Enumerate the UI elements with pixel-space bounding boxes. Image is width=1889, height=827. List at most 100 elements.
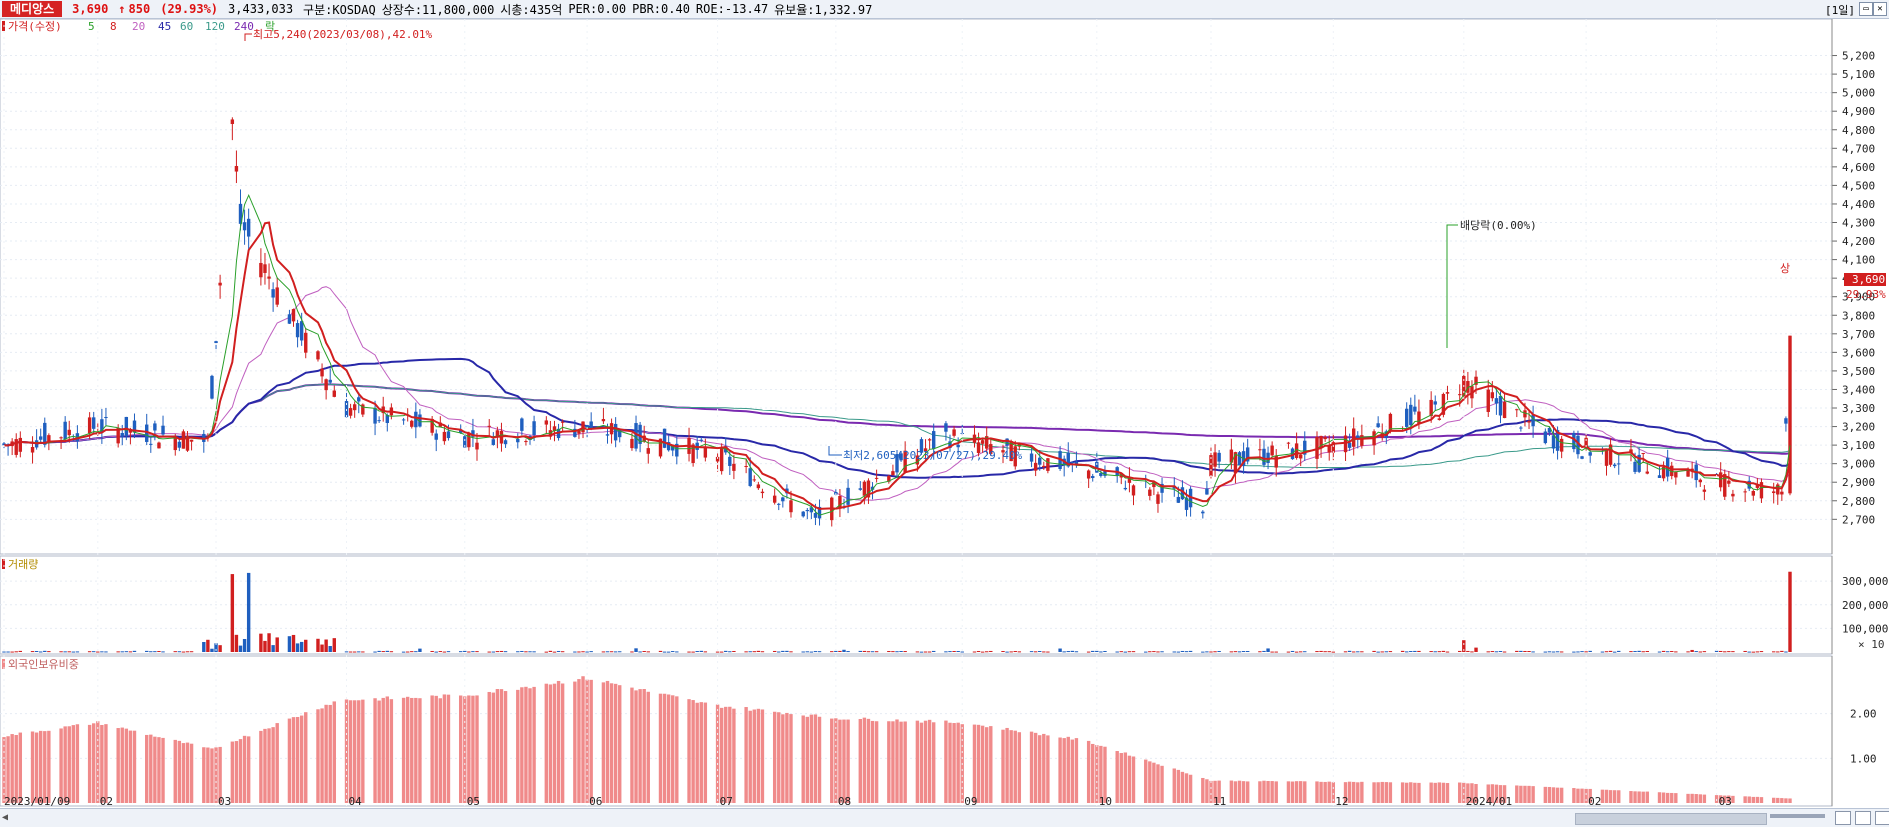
volume-bar [642,650,646,652]
volume-bar [410,651,414,653]
candle-body [552,426,557,432]
volume-bar [927,651,932,653]
candle-body [145,424,149,442]
candle-body [1788,335,1792,494]
candle-body [14,439,18,455]
volume-bar [1233,651,1238,653]
volume-bar [809,651,814,653]
price-legend: 가격(수정) 5 8 20 45 60 120 240 락 [2,20,275,33]
foreign-bar [671,695,675,803]
candle-body [271,289,275,298]
foreign-bar [71,725,76,803]
foreign-bar [1718,795,1723,803]
volume-bar [972,651,977,653]
volume-bar [585,651,589,653]
foreign-tick-label: 2.00 [1850,708,1877,721]
foreign-bar [1042,733,1046,803]
ma20-line [3,286,1791,501]
zoom-in-icon[interactable] [1835,811,1851,825]
volume-bar [1327,651,1331,653]
candle-body [858,488,863,490]
foreign-bar [1270,781,1274,803]
foreign-bar [1274,781,1278,803]
price-tick-label: 5,100 [1842,68,1875,81]
candle-body [348,408,353,416]
candle-body [2,443,6,446]
foreign-bar [887,721,891,803]
legend-ma120: 120 [205,20,225,33]
scroll-bar[interactable]: ◀ [0,808,1889,827]
foreign-bar [785,712,789,803]
restore-icon[interactable]: ▭ [1859,2,1873,16]
candle-body [1604,449,1609,466]
volume-bar [10,651,14,653]
foreign-bar [120,727,124,803]
ma-path [3,383,1791,469]
candle-body [1670,465,1674,477]
candle-body [320,368,324,377]
volume-bar [467,651,471,653]
close-icon[interactable]: ✕ [1873,2,1887,16]
foreign-bar [1490,784,1495,803]
stock-name[interactable]: 메디앙스 [2,1,63,17]
candle-body [491,439,496,445]
candle-body [63,421,67,440]
candle-body [671,445,675,451]
stock-chart[interactable]: 2,700 2,800 2,900 3,000 3,100 3,200 3,300 3,400… [0,19,1889,808]
foreign-bar [1347,781,1352,803]
candle-body [715,456,720,462]
foreign-bar [1690,793,1694,803]
scroll-left-icon[interactable]: ◀ [2,812,9,823]
foreign-bar [1233,781,1238,803]
volume-bar [1131,651,1136,653]
volume-bar [695,651,699,653]
foreign-bar [132,730,137,803]
zoom-out-icon[interactable] [1855,811,1871,825]
volume-bar [1731,651,1735,653]
volume-bar [491,651,496,653]
foreign-bar [658,693,663,803]
zoom-slider[interactable] [1770,814,1825,818]
price-tick-label: 4,200 [1842,235,1875,248]
volume-bar [161,651,165,653]
volume-bar [230,574,235,652]
candle-body [1266,452,1270,463]
foreign-bar [805,716,809,803]
candle-body [352,404,357,411]
volume-bar [1343,651,1348,653]
foreign-bar [1180,771,1185,803]
volume-bar [43,650,47,652]
volume-bar [1429,651,1433,653]
price-tick-label: 5,200 [1842,50,1875,63]
volume-bar [71,651,76,653]
zoom-reset-icon[interactable] [1875,811,1889,825]
date-tick-label: 08 [838,795,851,808]
volume-bar [1665,651,1670,653]
volume-bar [63,651,67,653]
price-tick-label: 3,000 [1842,458,1875,471]
volume-bar [299,641,304,652]
candle-body [1780,491,1784,495]
volume-bar [324,639,328,652]
change-arrow-icon: ↑ [118,2,126,16]
foreign-bar [1470,783,1474,803]
scroll-thumb[interactable] [1575,813,1767,825]
foreign-bar [1694,794,1698,803]
volume-bar [687,651,691,653]
volume-bar [520,650,524,652]
volume-bar [1209,651,1213,653]
period-button[interactable]: [1일] [1825,4,1855,17]
foreign-bar [1661,792,1666,803]
volume-bar [295,643,300,652]
candle-body [915,455,920,465]
foreign-bar [1070,739,1075,803]
foreign-bar [1356,782,1360,803]
candle-body [361,404,365,415]
candle-body [1723,474,1727,497]
foreign-bar [1372,782,1376,803]
foreign-bar [1486,784,1490,803]
volume-bar [1062,651,1066,653]
volume-bar [638,651,642,653]
candle-body [1637,454,1641,472]
foreign-bar [446,694,451,803]
